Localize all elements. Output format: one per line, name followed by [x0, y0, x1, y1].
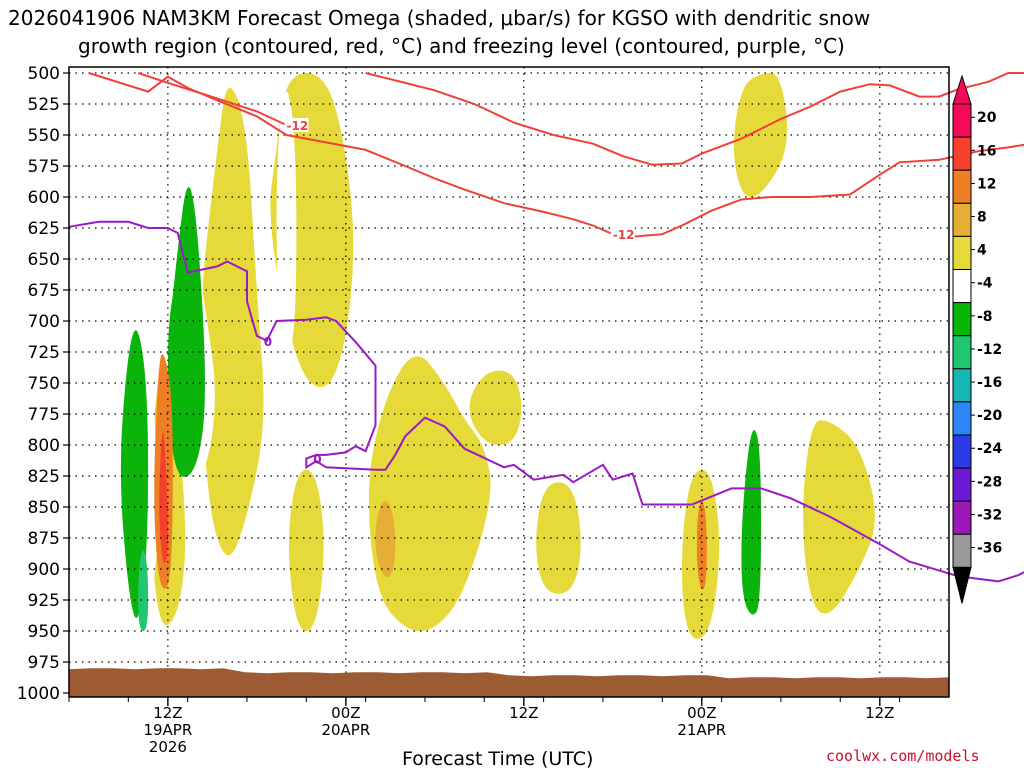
plot-area: -12 -12 0 0: [68, 66, 1024, 698]
dgz-contour-line: [137, 72, 287, 127]
colorbar-label: -36: [977, 541, 1002, 557]
x-tick-label: 12Z: [509, 704, 538, 722]
colorbar-swatch: [952, 235, 972, 270]
y-tick-label: 1000: [17, 684, 60, 704]
y-tick-label: 650: [28, 250, 60, 270]
x-tick-label: 12Z: [865, 704, 894, 722]
omega-region-4: [536, 482, 581, 594]
dgz-contour-label: -12: [613, 228, 635, 242]
terrain-fill: [69, 668, 949, 697]
colorbar-swatch: [952, 401, 972, 436]
plot-frame: [68, 66, 950, 698]
colorbar-label: 4: [977, 243, 987, 259]
y-tick-label: 900: [28, 560, 60, 580]
x-tick-label: 21APR: [677, 721, 726, 739]
omega-region-4: [469, 370, 522, 445]
omega-region--8: [120, 330, 149, 618]
colorbar-label: -4: [977, 276, 993, 292]
omega-region-4: [289, 469, 324, 631]
colorbar-swatch: [952, 103, 972, 138]
omega-region-4: [733, 73, 788, 197]
omega-region--12: [138, 550, 149, 631]
colorbar-swatch: [952, 368, 972, 403]
colorbar-label: -16: [977, 375, 1002, 391]
colorbar-label: -12: [977, 342, 1002, 358]
freezing-level-label: 0: [264, 335, 272, 349]
grid-lines: [69, 67, 949, 697]
chart-title-line1: 2026041906 NAM3KM Forecast Omega (shaded…: [8, 6, 870, 30]
y-tick-label: 525: [28, 95, 60, 115]
y-tick-label: 750: [28, 374, 60, 394]
colorbar-label: 8: [977, 210, 987, 226]
colorbar-swatch: [952, 467, 972, 502]
x-tick-label: 2026: [149, 738, 187, 756]
colorbar-swatch: [952, 434, 972, 469]
colorbar-swatch: [952, 533, 972, 568]
omega-region--4: [513, 135, 590, 318]
colorbar-label: -20: [977, 408, 1003, 424]
x-tick-label: 20APR: [321, 721, 370, 739]
colorbar-bottom-arrow: [952, 566, 972, 604]
colorbar-label: -28: [977, 474, 1002, 490]
y-axis: 500 525 550 575 600 625 650 675 700 725 750 775 800 8…: [17, 64, 69, 704]
omega-region-16: [159, 432, 168, 564]
x-tick-label: 00Z: [687, 704, 716, 722]
colorbar-label: -8: [977, 309, 993, 325]
omega-region-4: [368, 356, 491, 631]
x-axis-label: Forecast Time (UTC): [402, 748, 593, 768]
dgz-label-bg: [610, 227, 635, 242]
y-tick-label: 850: [28, 498, 60, 518]
colorbar-swatch: [952, 169, 972, 204]
dgz-label-bg: [284, 118, 309, 133]
y-tick-label: 875: [28, 529, 60, 549]
omega-region-4: [803, 420, 875, 614]
colorbar-swatch: [952, 335, 972, 370]
colorbar-label: -24: [977, 441, 1003, 457]
omega-shading: [108, 73, 875, 644]
omega-region--4: [595, 73, 623, 158]
x-tick-label: 00Z: [331, 704, 360, 722]
colorbar-swatch: [952, 202, 972, 237]
y-tick-label: 700: [28, 312, 60, 332]
colorbar-swatch: [952, 269, 972, 304]
y-tick-label: 675: [28, 281, 60, 301]
y-tick-label: 725: [28, 343, 60, 363]
x-tick-label: 12Z: [153, 704, 182, 722]
dgz-contour-label: -12: [287, 119, 309, 133]
y-tick-label: 775: [28, 405, 60, 425]
credit-text: coolwx.com/models: [826, 747, 980, 765]
x-tick-label: 19APR: [143, 721, 192, 739]
omega-region-8: [375, 500, 396, 578]
y-tick-label: 800: [28, 436, 60, 456]
terrain-band: [69, 668, 949, 697]
colorbar-swatch: [952, 500, 972, 535]
chart-title-line2: growth region (contoured, red, °C) and f…: [78, 34, 845, 58]
dgz-contour-line: [88, 72, 1024, 238]
y-tick-label: 600: [28, 188, 60, 208]
omega-region--4: [711, 107, 727, 267]
colorbar-label: 20: [977, 110, 997, 126]
y-tick-label: 575: [28, 157, 60, 177]
freezing-level-line: [68, 220, 1024, 583]
colorbar: 20 16 12 8 4 -4 -8 -12 -16 -20 -24 -28 -32 -36: [952, 74, 1003, 604]
y-tick-label: 550: [28, 126, 60, 146]
colorbar-swatch: [952, 136, 972, 171]
y-tick-label: 825: [28, 467, 60, 487]
y-tick-label: 975: [28, 653, 60, 673]
colorbar-swatch: [952, 302, 972, 337]
omega-region--4: [474, 203, 495, 290]
colorbar-label: 16: [977, 143, 996, 159]
y-tick-label: 950: [28, 622, 60, 642]
omega-region--8: [167, 279, 188, 438]
colorbar-label: -32: [977, 507, 1002, 523]
omega-region-12: [696, 500, 707, 590]
omega-region--4: [128, 128, 149, 216]
freezing-level-label: 0: [313, 453, 321, 467]
y-tick-label: 925: [28, 591, 60, 611]
y-tick-label: 500: [28, 64, 60, 84]
colorbar-label: 12: [977, 176, 996, 192]
y-tick-label: 625: [28, 219, 60, 239]
